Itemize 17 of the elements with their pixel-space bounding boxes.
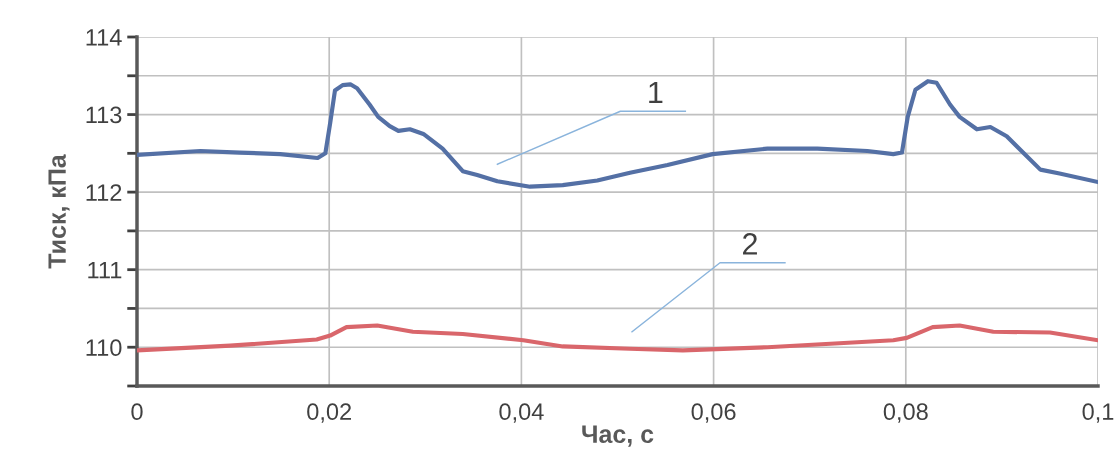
x-tick-label: 0,08: [883, 403, 928, 423]
y-tick-label: 113: [86, 106, 122, 124]
y-tick-label: 110: [86, 339, 122, 357]
x-tick-label: 0,1: [1082, 403, 1114, 423]
x-tick-label: 0,02: [307, 403, 351, 423]
x-tick-label: 0: [131, 403, 143, 421]
y-tick-label: 112: [86, 184, 122, 201]
x-tick-label: 0,04: [499, 403, 544, 423]
text: 1: [649, 81, 663, 103]
x-tick-label: 0,06: [691, 403, 736, 423]
line-series: [137, 79, 1098, 189]
y-axis-title: Тиск, кПа: [48, 154, 70, 269]
text: 2: [743, 233, 757, 255]
line-series: [137, 323, 1098, 353]
x-axis-title: Час, с: [582, 425, 654, 447]
y-tick-label: 111: [88, 261, 122, 279]
y-tick-label: 114: [86, 29, 122, 46]
